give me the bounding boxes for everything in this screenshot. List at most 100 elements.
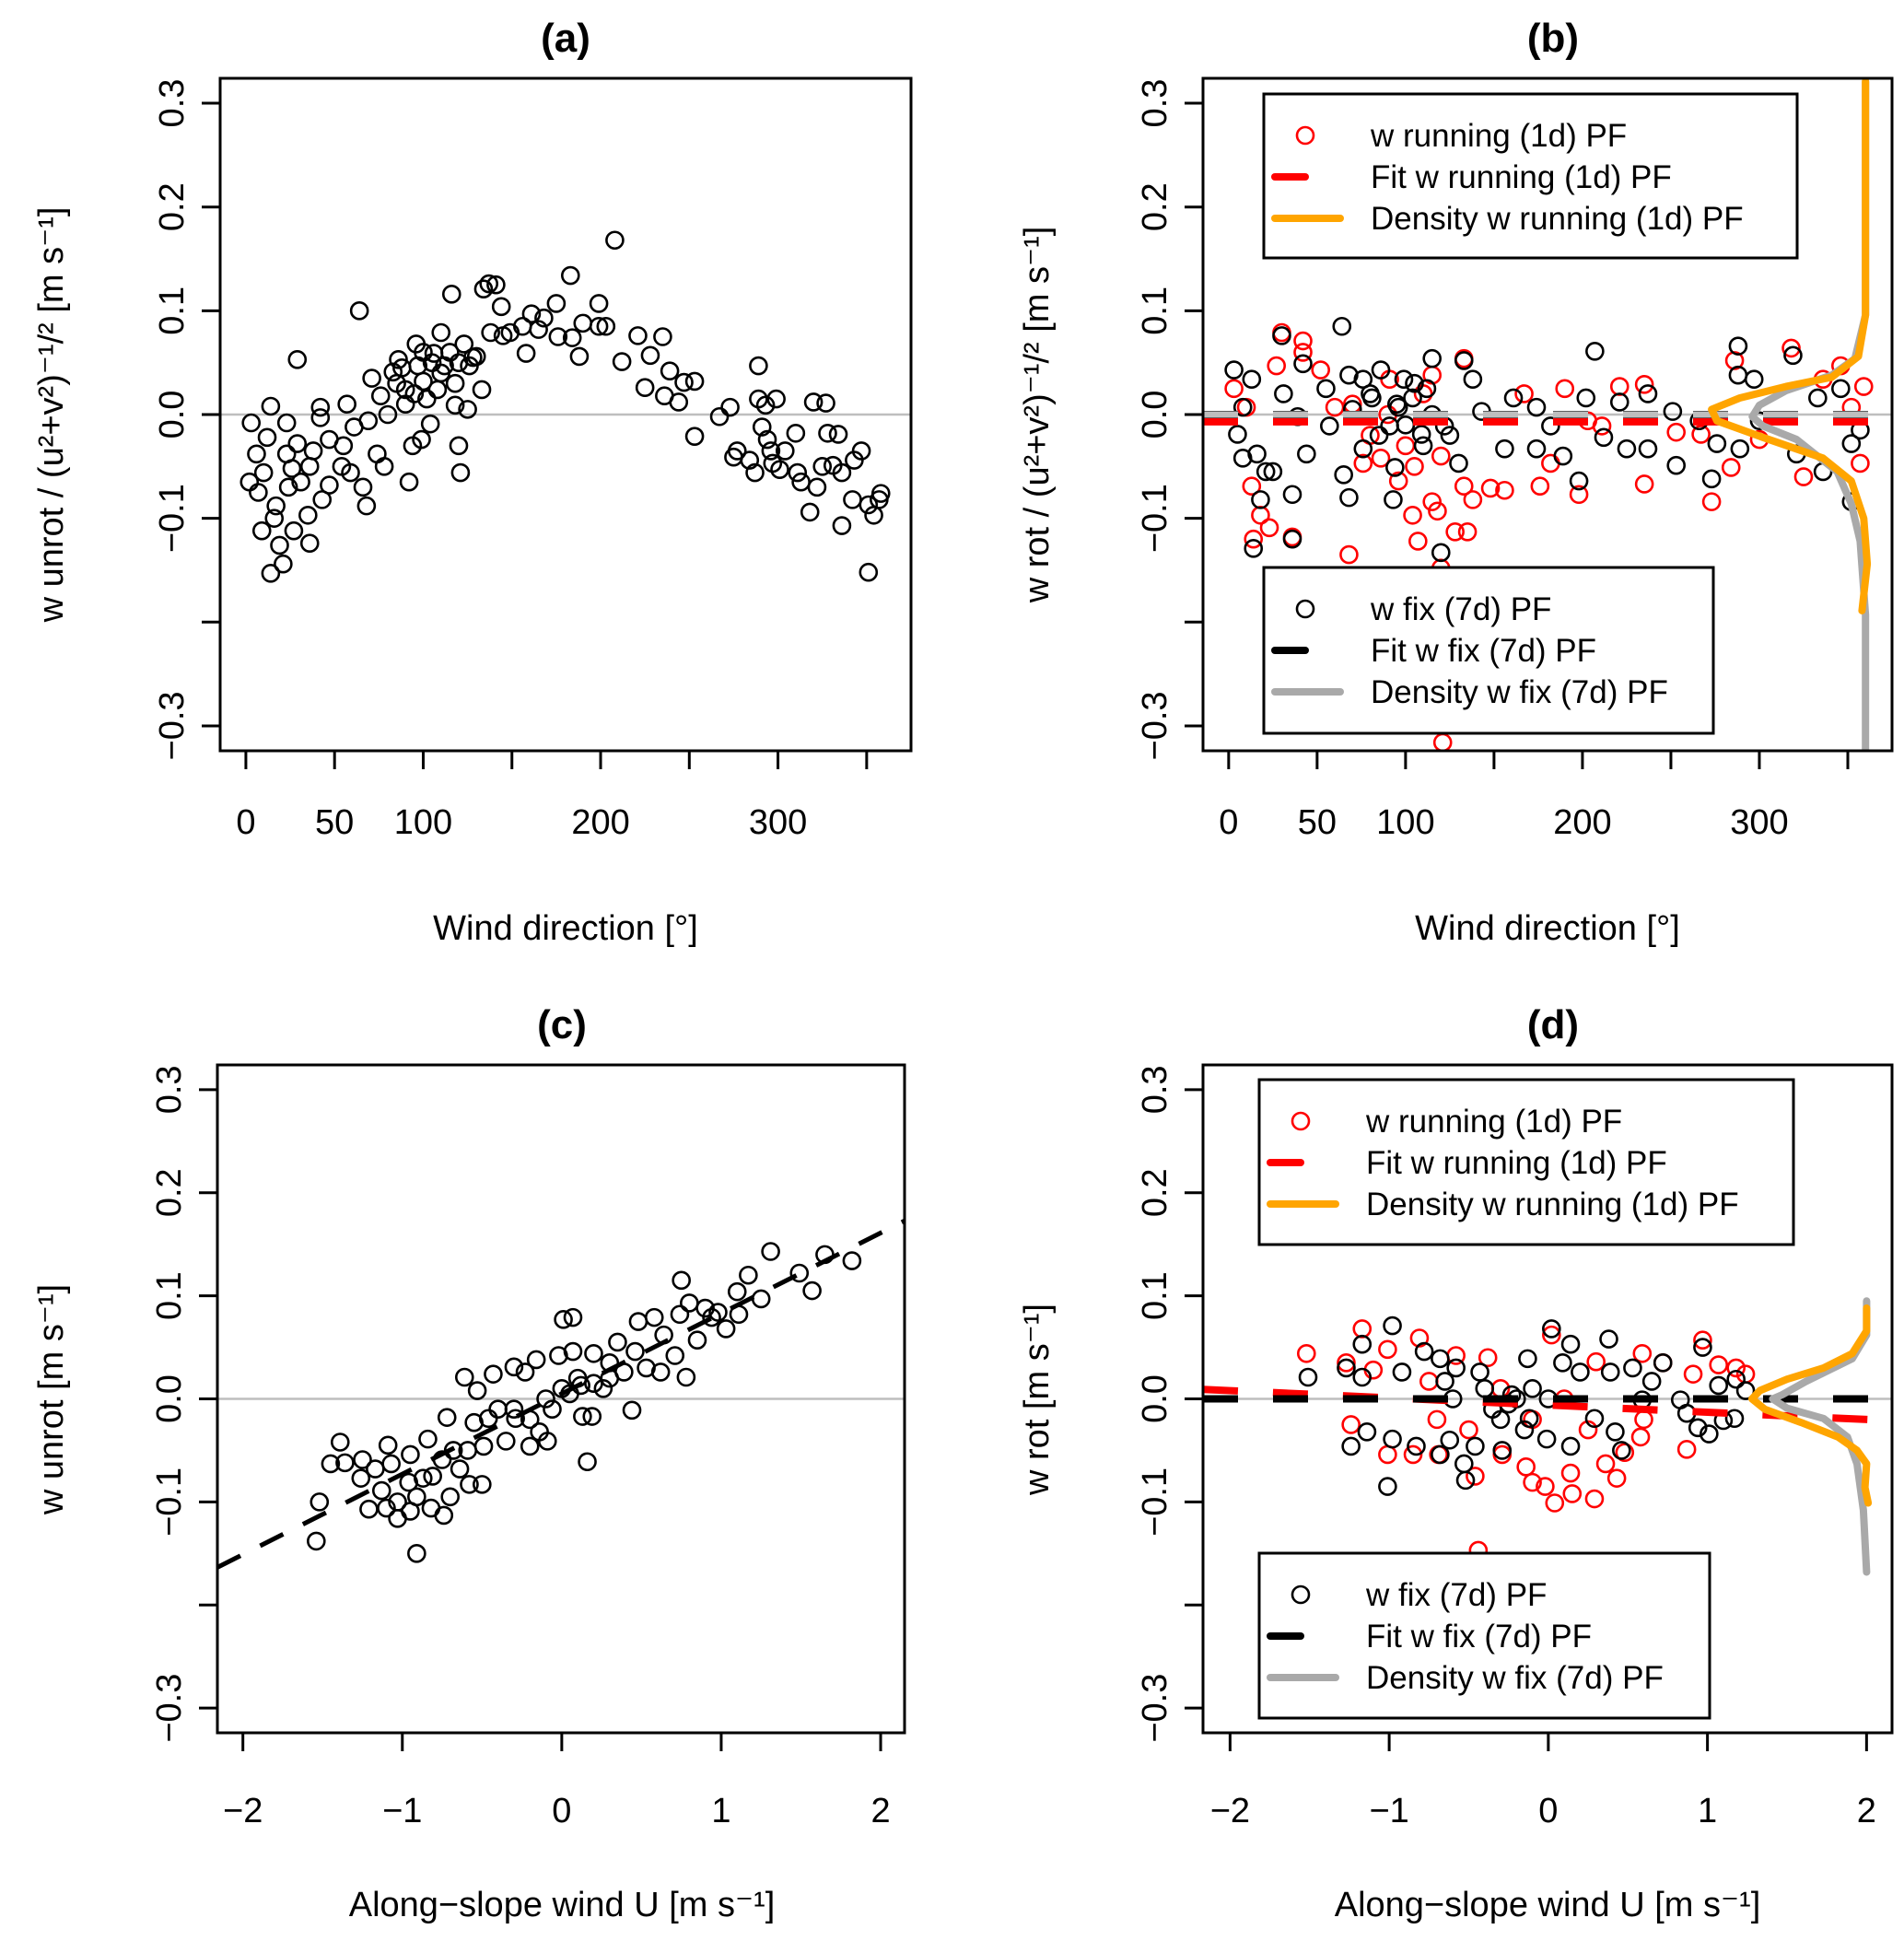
- y-tick-label: 0.3: [153, 79, 192, 128]
- legend-circle-icon: [1291, 1584, 1311, 1605]
- x-axis-label: Wind direction [°]: [1415, 909, 1680, 948]
- data-point: [1523, 1472, 1542, 1492]
- data-point: [1454, 476, 1474, 497]
- x-tick-label: 200: [1553, 803, 1611, 842]
- y-tick-label: 0.1: [150, 1271, 189, 1320]
- panel-d: (d) Along−slope wind U [m s⁻¹] w rot [m …: [1018, 1002, 1894, 1924]
- panel-a: (a) Wind direction [°] w unrot / (u²+v²)…: [32, 16, 913, 948]
- data-point: [1247, 444, 1267, 464]
- data-point: [751, 1289, 771, 1309]
- data-point: [1701, 492, 1722, 511]
- legend-circle-icon: [1295, 599, 1315, 619]
- data-point: [1449, 453, 1468, 474]
- data-point: [1634, 474, 1654, 494]
- data-point: [1724, 1409, 1745, 1429]
- data-point: [1244, 539, 1264, 558]
- data-point: [1841, 434, 1862, 453]
- x-tick-label: 300: [1730, 803, 1788, 842]
- data-point: [1609, 392, 1629, 412]
- data-point: [1516, 1457, 1536, 1477]
- data-point: [320, 475, 339, 495]
- data-point: [1721, 458, 1741, 477]
- data-point: [1422, 492, 1442, 511]
- data-point: [388, 1492, 407, 1512]
- data-point: [1555, 379, 1575, 399]
- data-point: [674, 372, 694, 392]
- data-point: [335, 1453, 355, 1473]
- data-point: [1357, 1422, 1377, 1442]
- data-point: [870, 484, 891, 503]
- data-point: [1783, 345, 1803, 366]
- data-point: [1267, 356, 1286, 376]
- data-point: [1676, 1440, 1697, 1459]
- data-point: [1378, 1444, 1397, 1465]
- data-point: [818, 423, 837, 443]
- legend-circle-icon: [1291, 1111, 1311, 1131]
- data-point: [749, 356, 768, 376]
- data-point: [788, 462, 808, 483]
- data-point: [1793, 467, 1814, 486]
- data-point: [670, 1304, 690, 1325]
- data-point: [1414, 1341, 1434, 1362]
- series-w-fix-7d-pf: [1224, 316, 1870, 563]
- y-tick-label: −0.3: [1136, 1674, 1174, 1743]
- data-point: [454, 1367, 474, 1387]
- data-point: [1466, 1467, 1485, 1486]
- data-point: [1403, 1444, 1423, 1465]
- data-point: [407, 1544, 426, 1563]
- data-point: [1259, 518, 1279, 538]
- data-point: [249, 483, 268, 502]
- data-point: [807, 477, 827, 497]
- data-point: [1455, 1470, 1476, 1491]
- data-point: [1403, 388, 1422, 408]
- data-point: [515, 1362, 535, 1382]
- data-point: [1256, 462, 1276, 482]
- y-tick-label: 0.0: [1136, 391, 1174, 439]
- data-point: [842, 1251, 862, 1270]
- data-point: [253, 462, 274, 483]
- data-point: [472, 380, 492, 400]
- data-point: [481, 322, 500, 343]
- data-point: [333, 436, 354, 456]
- data-point: [1422, 348, 1442, 368]
- data-point: [1466, 1436, 1485, 1456]
- data-point: [1541, 416, 1560, 436]
- data-point: [1490, 1409, 1511, 1430]
- data-point: [1388, 471, 1408, 491]
- data-point: [608, 1332, 627, 1352]
- y-axis-label: w unrot [m s⁻¹]: [32, 1284, 71, 1515]
- data-point: [1638, 384, 1658, 403]
- data-point: [488, 1399, 508, 1419]
- data-point: [1293, 343, 1313, 362]
- legend-top: w running (1d) PF Fit w running (1d) PF De…: [1262, 92, 1799, 260]
- data-point: [486, 275, 506, 295]
- data-point: [1385, 458, 1405, 477]
- data-point: [399, 472, 419, 492]
- data-point: [582, 1407, 602, 1426]
- data-point: [1228, 425, 1247, 444]
- data-point: [1383, 1315, 1402, 1336]
- data-point: [1641, 1372, 1662, 1391]
- data-point: [1584, 1409, 1605, 1429]
- data-point: [1615, 1443, 1635, 1462]
- data-point: [341, 462, 360, 483]
- data-point: [251, 520, 272, 541]
- data-point: [496, 1432, 516, 1451]
- x-tick-label: 100: [1376, 803, 1434, 842]
- data-point: [356, 496, 377, 516]
- data-point: [1432, 732, 1453, 751]
- data-point: [371, 1480, 391, 1501]
- legend-box: [1257, 1551, 1711, 1720]
- data-point: [1744, 369, 1764, 389]
- y-axis-label: w unrot / (u²+v²)⁻¹/² [m s⁻¹]: [32, 207, 71, 624]
- data-point: [745, 462, 765, 483]
- data-point: [1495, 480, 1514, 500]
- data-point: [1612, 1441, 1631, 1460]
- data-point: [1361, 384, 1380, 403]
- data-point: [1781, 338, 1801, 358]
- data-point: [1726, 1369, 1746, 1389]
- density-curve: [1769, 1297, 1871, 1576]
- y-tick-label: 0.2: [150, 1168, 189, 1217]
- data-point: [450, 462, 471, 483]
